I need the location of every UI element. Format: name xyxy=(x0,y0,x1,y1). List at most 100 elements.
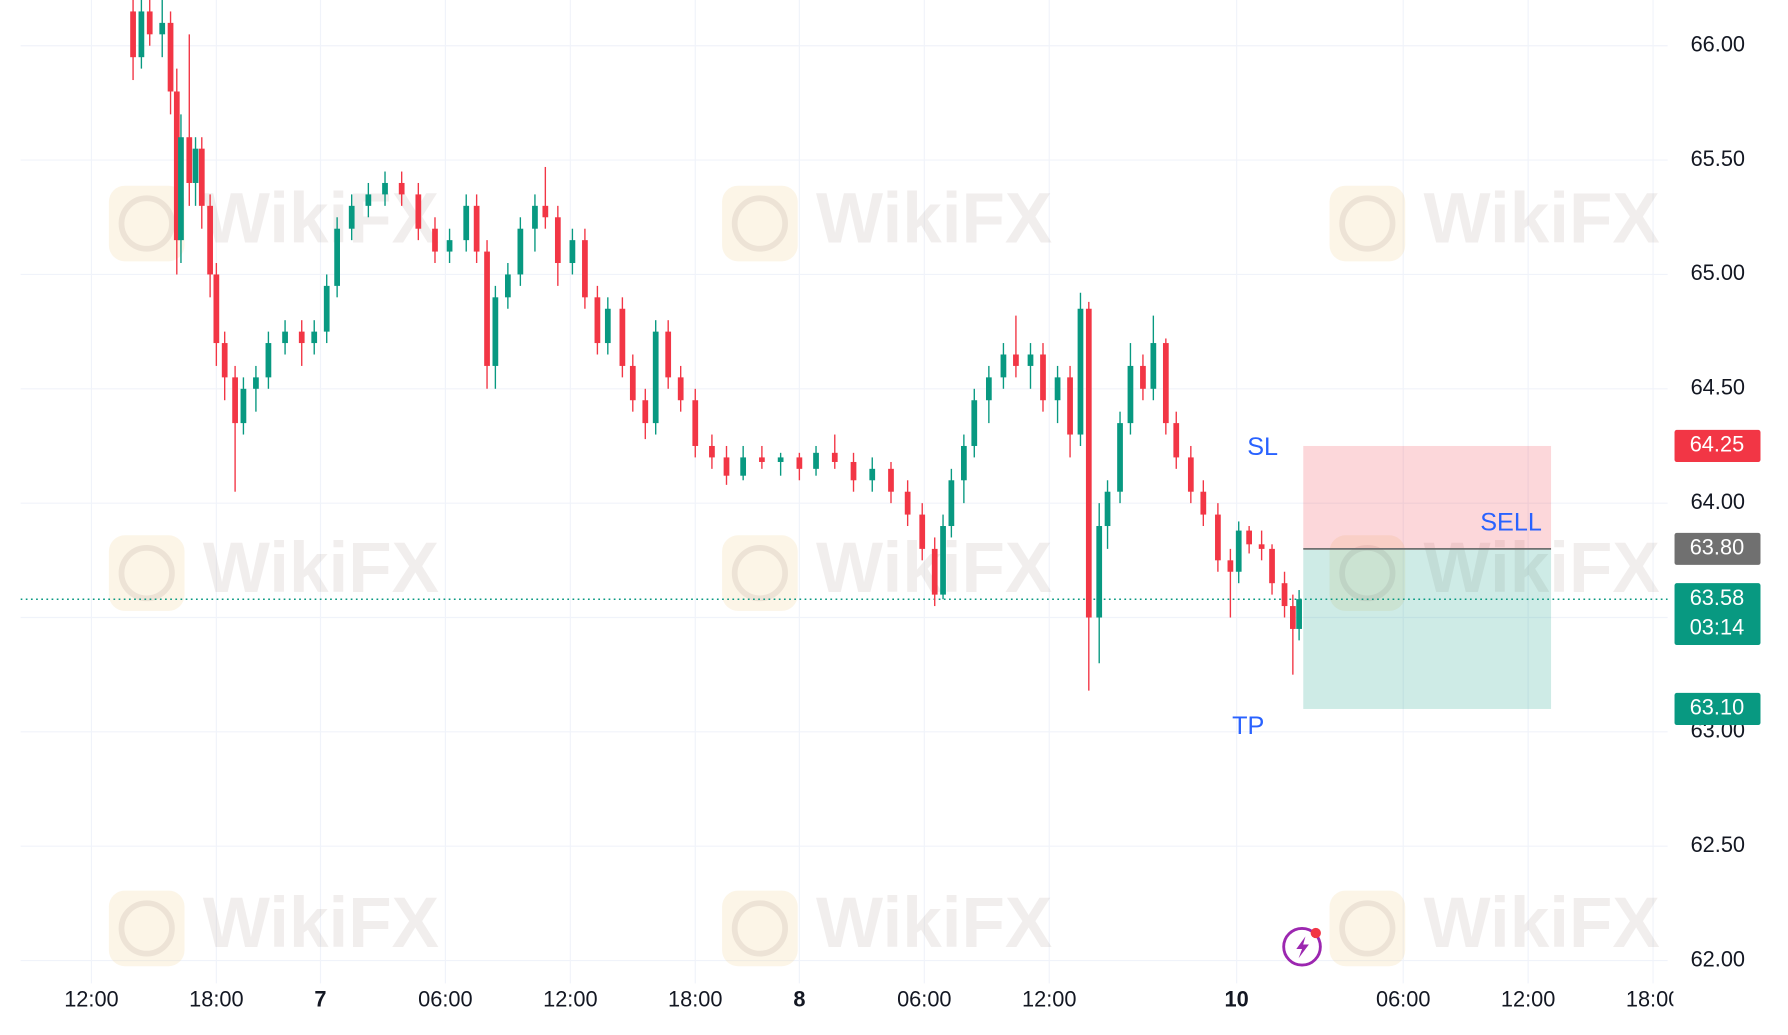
x-tick-label: 8 xyxy=(793,986,805,1011)
candle-body xyxy=(1027,354,1034,366)
price-badge-label: 64.25 xyxy=(1690,432,1744,457)
watermark-logo xyxy=(722,535,798,611)
candle-body xyxy=(178,137,184,241)
y-tick-label: 62.00 xyxy=(1691,946,1745,971)
candle-body xyxy=(1000,354,1007,378)
y-tick-label: 65.00 xyxy=(1691,260,1745,285)
candle-body xyxy=(1173,423,1180,458)
candle-body xyxy=(709,445,715,458)
x-tick-label: 06:00 xyxy=(897,986,951,1011)
candle-body xyxy=(282,331,288,344)
price-badge-label: 63.10 xyxy=(1690,695,1744,720)
x-tick-label: 18:00 xyxy=(1626,986,1680,1011)
candle-body xyxy=(619,308,626,366)
watermark-text: WikiFX xyxy=(203,529,439,608)
watermarks: WikiFX WikiFX WikiFX WikiFX WikiFX WikiFX Wiki… xyxy=(108,179,1660,967)
candle-body xyxy=(1289,606,1296,629)
candle-body xyxy=(432,228,438,252)
price-badge xyxy=(1674,429,1761,463)
candles xyxy=(130,0,1302,691)
position-tool xyxy=(20,445,1668,709)
candle-body xyxy=(1235,530,1242,572)
watermark-logo xyxy=(1329,185,1406,262)
candle-body xyxy=(446,240,453,252)
candle-body xyxy=(365,194,372,206)
candle-body xyxy=(1104,491,1111,527)
candle-body xyxy=(554,217,561,264)
candle-body xyxy=(192,148,199,183)
take-profit-zone xyxy=(1303,548,1552,709)
candle-body xyxy=(629,365,636,401)
labels: SL SELL TP xyxy=(1232,433,1542,740)
candle-body xyxy=(1117,423,1123,492)
candle-body xyxy=(323,285,330,332)
lightning-icon xyxy=(1296,936,1309,959)
candle-body xyxy=(232,377,238,424)
watermark-logo-ring xyxy=(1339,900,1396,957)
candle-body xyxy=(130,11,136,58)
candle-body xyxy=(173,91,180,241)
candle-body xyxy=(594,297,601,344)
candle-body xyxy=(398,182,405,195)
tp-label: TP xyxy=(1232,712,1264,740)
candle-body xyxy=(971,400,978,446)
candle-body xyxy=(1258,544,1265,549)
candle-body xyxy=(940,526,946,595)
candle-body xyxy=(1067,377,1073,435)
candle-body xyxy=(961,445,967,481)
watermark-logo xyxy=(1329,890,1406,967)
candle-body xyxy=(1281,583,1288,607)
watermark-text: WikiFX xyxy=(816,179,1052,258)
watermark-logo xyxy=(722,890,798,967)
y-tick-label: 64.00 xyxy=(1691,489,1745,514)
candle-body xyxy=(1096,526,1103,618)
sell-label: SELL xyxy=(1480,508,1542,536)
candle-body xyxy=(1187,457,1194,492)
watermark-logo-ring xyxy=(118,195,175,252)
candle-body xyxy=(919,514,926,549)
candle-body xyxy=(1085,308,1092,618)
stop-loss-zone xyxy=(1303,445,1552,549)
lightning-button[interactable] xyxy=(1282,926,1322,967)
price-badge xyxy=(1674,532,1761,565)
candle-body xyxy=(677,377,684,401)
candle-body xyxy=(813,452,819,469)
candle-body xyxy=(1269,548,1275,584)
watermark-text: WikiFX xyxy=(1424,529,1660,608)
sl-label: SL xyxy=(1247,433,1278,461)
candle-body xyxy=(831,452,838,462)
candle-body xyxy=(665,331,672,378)
candle-body xyxy=(253,377,259,389)
candle-body xyxy=(796,457,803,469)
candle-body xyxy=(692,400,699,446)
candle-body xyxy=(240,388,247,424)
y-tick-label: 65.50 xyxy=(1691,146,1745,171)
candle-body xyxy=(582,240,588,298)
y-tick-label: 64.50 xyxy=(1691,375,1745,400)
candle-body xyxy=(1140,365,1146,389)
countdown-label: 03:14 xyxy=(1690,615,1744,640)
candle-body xyxy=(492,297,499,366)
watermark-logo xyxy=(108,185,185,262)
watermark-text: WikiFX xyxy=(1424,884,1660,963)
watermark-logo-ring xyxy=(1339,545,1396,602)
candle-body xyxy=(1296,599,1302,629)
x-tick-label: 18:00 xyxy=(668,986,722,1011)
candle-body xyxy=(850,461,857,481)
candle-body xyxy=(213,274,220,344)
notification-dot xyxy=(1310,927,1321,939)
x-tick-label: 7 xyxy=(314,986,326,1011)
candle-body xyxy=(1077,308,1084,435)
candle-body xyxy=(146,11,153,35)
price-badge-label: 63.58 xyxy=(1690,585,1744,610)
candle-body xyxy=(484,251,490,366)
candle-body xyxy=(463,205,470,241)
x-tick-label: 06:00 xyxy=(418,986,472,1011)
candle-body xyxy=(985,377,992,401)
candle-body xyxy=(505,274,511,298)
candle-body xyxy=(604,308,611,344)
candle-body xyxy=(1150,343,1157,389)
candle-body xyxy=(1215,514,1221,561)
